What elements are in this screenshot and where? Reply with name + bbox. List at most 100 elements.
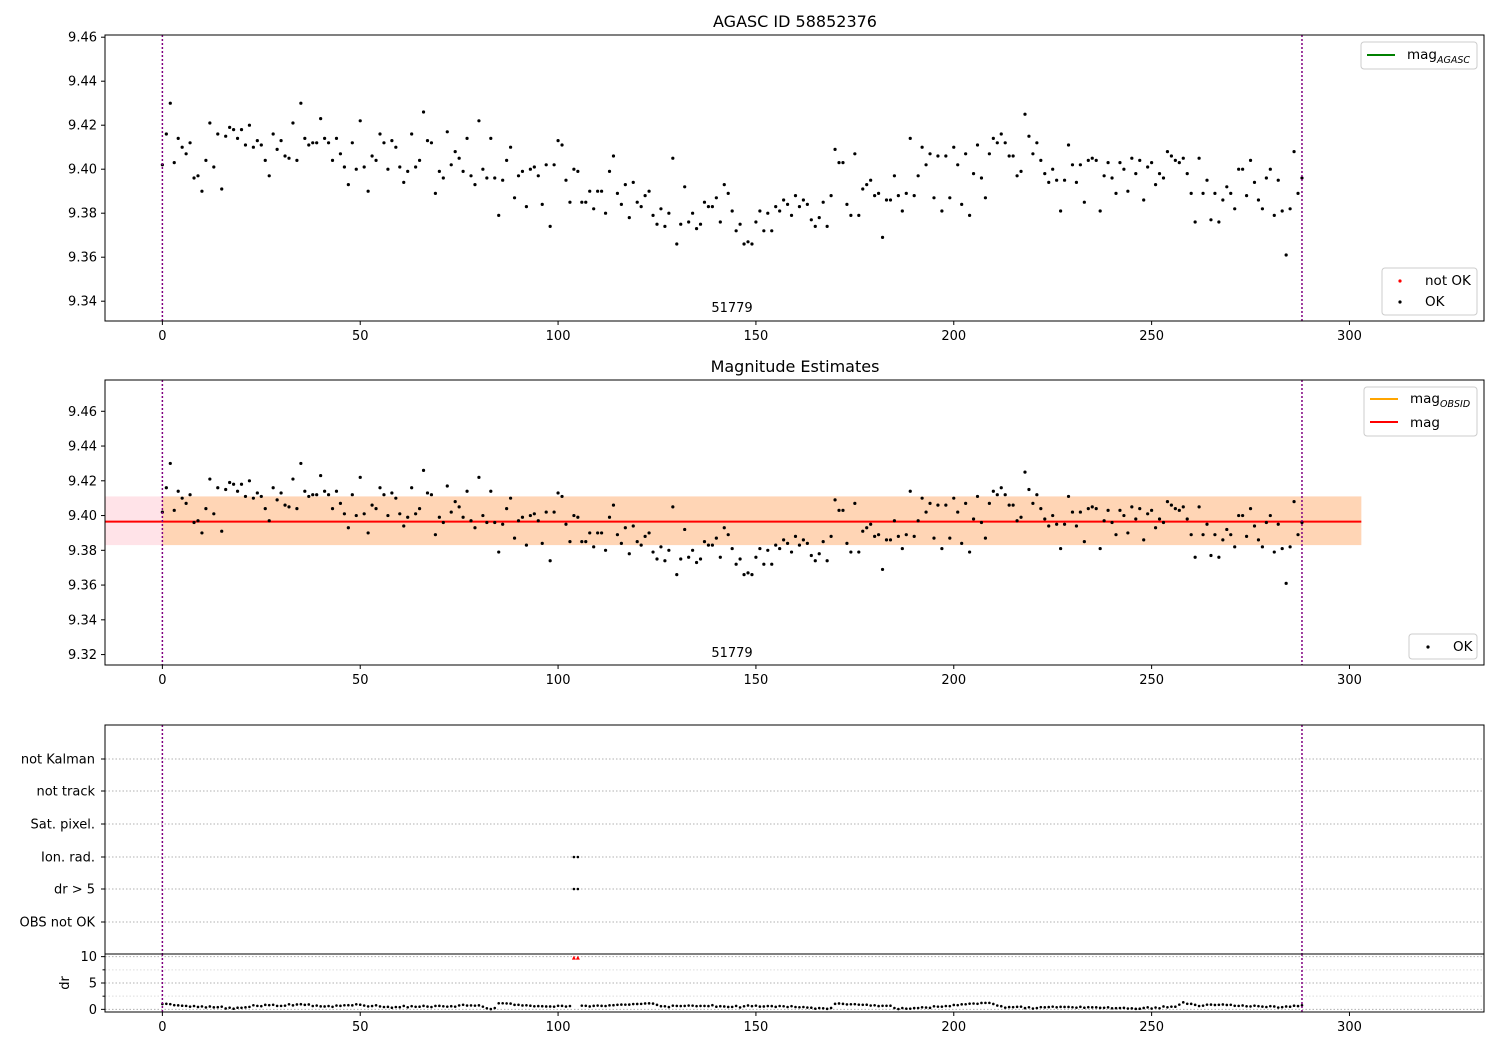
data-point-ok	[441, 520, 445, 525]
data-point-ok	[469, 174, 473, 178]
panel-dr-ticks: 0 50 100 150 200 250 300 0 5 10	[80, 950, 1361, 1035]
data-point-ok	[338, 501, 343, 505]
data-point-ok	[979, 520, 984, 525]
data-point-ok	[1288, 207, 1292, 211]
data-point-ok	[857, 550, 861, 554]
dr-outlier-marker	[575, 955, 580, 960]
data-point-ok	[279, 139, 283, 143]
data-point-ok	[991, 489, 995, 493]
dr-point	[699, 1004, 702, 1008]
dr-point	[726, 1005, 730, 1009]
dr-point	[228, 1006, 231, 1009]
data-point-ok	[512, 536, 517, 540]
dr-point	[1098, 1006, 1102, 1010]
x-tick-label: 0	[158, 673, 166, 688]
data-point-ok	[425, 491, 430, 495]
dr-point	[738, 1006, 742, 1009]
data-point-ok	[643, 194, 647, 198]
dr-point	[200, 1005, 204, 1008]
data-point-ok	[1094, 158, 1098, 162]
dr-point	[908, 1007, 912, 1010]
data-point-ok	[453, 500, 457, 504]
data-point-ok	[1272, 213, 1276, 217]
data-point-ok	[176, 136, 180, 140]
panel-agasc-ticks: 0 50 100 150 200 250 300 9.34 9.36 9.38 9.40 9.42 9.…	[68, 31, 1362, 344]
data-point-ok	[734, 562, 738, 566]
dr-point	[248, 1005, 251, 1009]
data-point-ok	[1118, 161, 1122, 165]
dr-point	[885, 1004, 888, 1008]
data-point-ok	[837, 161, 841, 165]
data-point-ok	[291, 121, 295, 125]
data-point-ok	[663, 224, 667, 228]
data-point-ok	[275, 147, 279, 151]
data-point-ok	[1035, 141, 1039, 145]
data-point-ok	[849, 213, 853, 217]
dr-point	[236, 1006, 239, 1010]
panel-agasc-points	[160, 101, 1304, 257]
data-point-ok	[833, 498, 837, 502]
dr-point	[1055, 1006, 1058, 1009]
dr-point	[841, 1002, 845, 1006]
data-point-ok	[1288, 545, 1292, 549]
dr-point	[1241, 1004, 1244, 1007]
data-point-ok	[382, 493, 386, 497]
data-point-ok	[445, 130, 449, 134]
data-point-ok	[402, 524, 406, 528]
data-point-ok	[876, 533, 881, 537]
data-point-ok	[888, 198, 893, 202]
data-point-ok	[362, 165, 366, 169]
dr-point	[1288, 1005, 1292, 1009]
data-point-ok	[220, 187, 224, 191]
dr-point	[287, 1003, 291, 1006]
flag-point	[576, 887, 580, 891]
data-point-ok	[1062, 522, 1067, 526]
dr-point	[552, 1005, 556, 1008]
legend-mag-agasc-sub: AGASC	[1436, 55, 1470, 66]
data-point-ok	[611, 154, 616, 158]
data-point-ok	[813, 224, 817, 228]
dr-point	[339, 1004, 342, 1008]
dr-point	[1130, 1007, 1134, 1010]
dr-point	[968, 1002, 971, 1005]
dr-point	[813, 1007, 817, 1010]
y-tick-label: 5	[89, 977, 97, 992]
panel-dr: 0 50 100 150 200 250 300 0 5 10 dr	[58, 950, 1485, 1035]
data-point-ok	[797, 543, 802, 547]
data-point-ok	[251, 145, 255, 149]
data-point-ok	[1070, 510, 1075, 514]
data-point-ok	[1126, 189, 1130, 193]
data-point-ok	[1213, 191, 1217, 195]
data-point-ok	[793, 534, 798, 539]
data-point-ok	[536, 174, 540, 178]
dr-point	[374, 1004, 378, 1007]
data-point-ok	[778, 546, 782, 551]
data-point-ok	[861, 529, 865, 533]
data-point-ok	[572, 167, 576, 171]
dr-point	[378, 1005, 382, 1008]
data-point-ok	[1233, 545, 1237, 549]
data-point-ok	[303, 489, 307, 493]
data-point-ok	[489, 489, 493, 493]
data-point-ok	[508, 145, 513, 149]
dr-point	[624, 1003, 627, 1006]
data-point-ok	[512, 196, 517, 200]
data-point-ok	[884, 538, 889, 542]
data-point-ok	[1193, 555, 1197, 559]
data-point-ok	[805, 541, 809, 545]
panel-estimates-points	[160, 461, 1304, 585]
data-point-ok	[319, 473, 323, 478]
dr-point	[932, 1005, 936, 1008]
dr-point	[1138, 1007, 1142, 1011]
data-point-ok	[849, 550, 853, 554]
data-point-ok	[639, 543, 643, 547]
data-point-ok	[738, 222, 742, 226]
dr-point	[497, 1002, 501, 1005]
dr-point	[837, 1002, 841, 1005]
dr-point	[679, 1004, 683, 1008]
y-tick-label: 9.36	[68, 251, 97, 266]
data-point-ok	[873, 194, 877, 198]
data-point-ok	[694, 560, 699, 565]
data-point-ok	[730, 209, 734, 213]
data-point-ok	[287, 505, 291, 509]
